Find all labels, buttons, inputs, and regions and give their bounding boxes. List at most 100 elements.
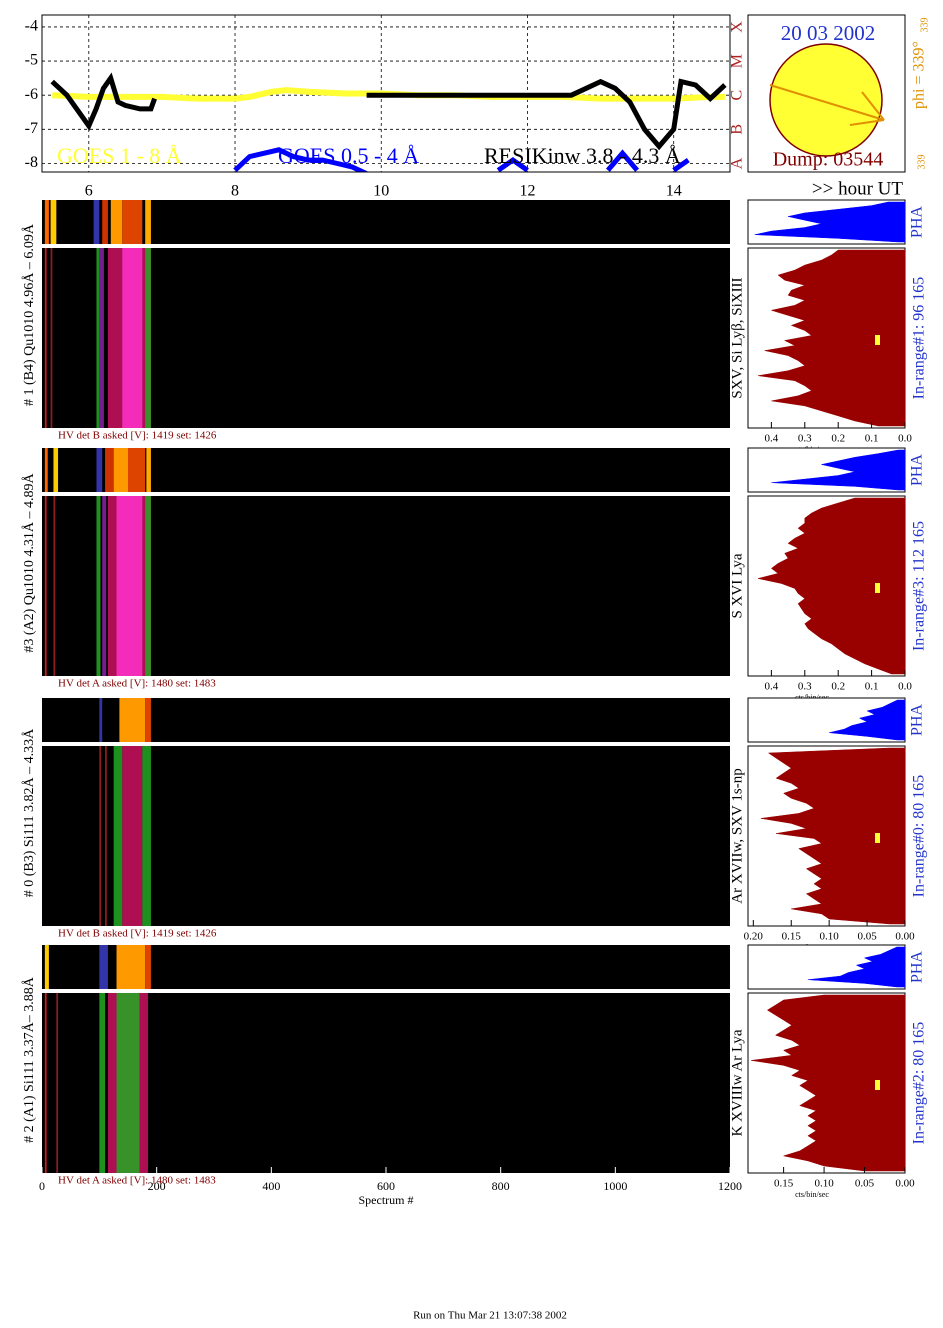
spectrum-band: [145, 200, 151, 244]
phi-corner: 339: [916, 155, 927, 170]
x-tick-label: 1200: [718, 1179, 742, 1193]
x-tick-label: 12: [519, 183, 535, 200]
strip-bg: [42, 698, 730, 742]
strip-bg: [42, 448, 730, 492]
class-label: C: [729, 90, 746, 101]
x-axis-label: Spectrum #: [359, 1193, 414, 1207]
x-tick-label: 0.05: [857, 931, 877, 943]
frame: [41, 14, 731, 173]
x-tick-label: 0.2: [831, 681, 845, 693]
y-tick-label: -7: [25, 120, 38, 137]
panel-ylabel: # 1 (B4) Qu1010 4.96Å – 6.09Å: [21, 223, 37, 406]
hv-label: HV det A asked [V]: 1480 set: 1483: [58, 1175, 216, 1187]
spectrum-band: [44, 248, 47, 428]
phi-label: phi = 339°: [911, 41, 928, 109]
x-tick-label: 1000: [603, 1179, 627, 1193]
spectrum-band: [44, 945, 49, 989]
x-axis-label: cts/bin/sec: [795, 1190, 829, 1199]
axis-arrow: [861, 91, 885, 121]
spectrum-band: [105, 746, 107, 926]
spectrum-band: [145, 698, 151, 742]
spectrogram-bg: [42, 248, 730, 428]
strip-bg: [42, 945, 730, 989]
spectrogram-bg: [42, 746, 730, 926]
spectrum-band: [116, 496, 143, 676]
x-tick-label: 6: [85, 183, 93, 200]
x-tick-label: 800: [492, 1179, 510, 1193]
x-tick-label: 0.20: [744, 931, 764, 943]
profile-area: [757, 249, 906, 427]
phi-sub: 339: [919, 18, 930, 33]
x-tick-label: 0.05: [855, 1178, 875, 1190]
profile-area: [760, 747, 906, 925]
spectrum-band: [44, 993, 47, 1173]
class-label: A: [729, 157, 746, 169]
range-label: In-range#1: 96 165: [911, 277, 928, 400]
x-tick-label: 10: [373, 183, 389, 200]
y-tick-label: -6: [25, 86, 38, 103]
spectrum-band: [53, 448, 59, 492]
sun-disc: [769, 43, 883, 157]
spectrum-band: [99, 248, 104, 428]
x-tick-label: 0: [39, 1179, 45, 1193]
marker: [875, 335, 880, 345]
line-label: Ar XVIIw, SXV 1s-np: [729, 768, 745, 903]
spectrum-band: [119, 698, 146, 742]
spectrum-band: [102, 200, 108, 244]
range-label: In-range#0: 80 165: [911, 775, 928, 898]
x-tick-label: 14: [666, 183, 682, 200]
x-tick-label: 0.3: [798, 681, 812, 693]
x-tick-label: 8: [231, 183, 239, 200]
x-tick-label: 0.2: [831, 433, 845, 445]
spectrum-band: [128, 448, 146, 492]
spectrum-band: [50, 200, 57, 244]
spectrum-band: [96, 448, 103, 492]
y-tick-label: -4: [25, 18, 38, 35]
legend-entry: GOES 1 - 8 Å: [57, 143, 182, 168]
spectrum-band: [113, 448, 128, 492]
panel-ylabel: # 2 (A1) Si111 3.37Å– 3.88Å: [21, 976, 37, 1143]
class-label: X: [729, 21, 746, 33]
spectrum-band: [122, 248, 143, 428]
pha-area: [829, 699, 906, 741]
x-tick-label: 0.10: [814, 1178, 834, 1190]
class-label: B: [729, 124, 746, 135]
x-tick-label: 0.1: [865, 681, 879, 693]
strip-bg: [42, 200, 730, 244]
spectrum-band: [116, 945, 146, 989]
panel-ylabel: #3 (A2) Qu1010 4.31Å – 4.89Å: [21, 472, 37, 652]
spectrum-band: [142, 746, 151, 926]
spectrum-band: [99, 993, 106, 1173]
profile-area: [751, 994, 906, 1172]
hv-label: HV det B asked [V]: 1419 set: 1426: [58, 430, 217, 442]
x-tick-label: 0.0: [898, 681, 912, 693]
x-tick-label: 0.0: [898, 433, 912, 445]
pha-label: PHA: [909, 951, 926, 983]
x-tick-label: 0.00: [895, 1178, 915, 1190]
line-label: SXV, Si Lyβ, SiXIII: [729, 277, 745, 398]
spectrum-band: [145, 945, 151, 989]
spectrum-band: [96, 496, 101, 676]
x-tick-label: 400: [262, 1179, 280, 1193]
pha-area: [807, 946, 906, 988]
axis-arrow: [769, 84, 885, 121]
spectrum-band: [122, 746, 143, 926]
spectrum-band: [99, 746, 102, 926]
marker: [875, 833, 880, 843]
spectrum-band: [44, 200, 49, 244]
pha-label: PHA: [909, 704, 926, 736]
x-tick-label: 0.4: [765, 433, 779, 445]
profile-area: [757, 497, 906, 675]
spectrum-band: [44, 496, 47, 676]
spectrogram-bg: [42, 993, 730, 1173]
line-label: S XVI Lya: [729, 553, 745, 618]
x-tick-label: 0.3: [798, 433, 812, 445]
line-label: K XVIIIw Ar Lya: [729, 1029, 745, 1136]
spectrum-band: [99, 945, 108, 989]
marker: [875, 583, 880, 593]
spectrum-band: [99, 698, 103, 742]
x-axis-label: cts/bin/sec: [795, 693, 829, 702]
legend-entry: RESIKinw 3.8 - 4.3 Å: [484, 143, 681, 168]
y-tick-label: -5: [25, 52, 38, 69]
